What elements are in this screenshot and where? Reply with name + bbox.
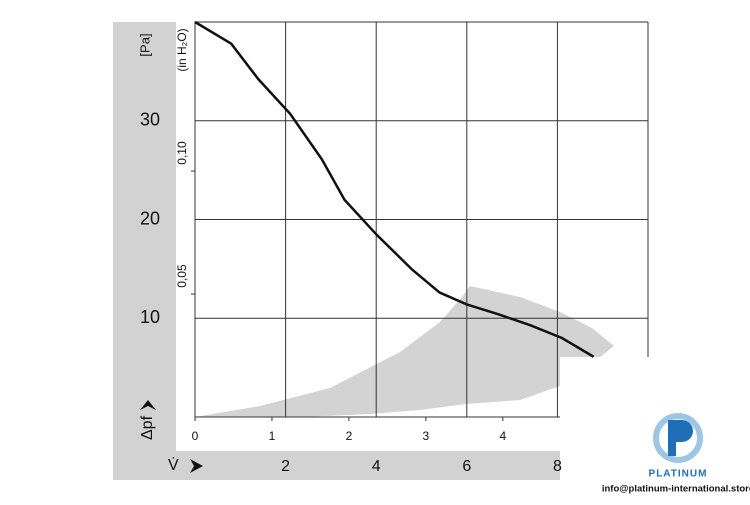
x2-tick-label: 1	[269, 429, 276, 443]
x2-tick-label: 4	[500, 429, 507, 443]
x2-tick-label: 0	[192, 429, 199, 443]
bottom-band	[113, 451, 560, 480]
operating-region	[195, 286, 614, 417]
y-label: [Pa]	[137, 33, 152, 56]
x-arrow	[190, 459, 203, 473]
y-tick-label: 10	[140, 307, 160, 327]
x-tick-label: 6	[462, 458, 471, 475]
y2-label: (in H₂O)	[175, 28, 189, 71]
logo-p	[668, 420, 693, 456]
logo-brand: PLATINUM	[649, 469, 708, 480]
y2-tick-label: 0,05	[175, 264, 189, 288]
logo-ring	[653, 413, 703, 463]
y-arrow	[140, 400, 156, 410]
x-tick-label: 2	[281, 458, 290, 475]
x-tick-label: 8	[553, 458, 562, 475]
curve	[194, 20, 595, 358]
y-symbol: Δpf	[139, 415, 156, 440]
logo	[653, 413, 703, 463]
y-tick-label: 30	[140, 110, 160, 130]
x2-tick-label: 2	[346, 429, 353, 443]
left-band	[113, 22, 176, 480]
y2-tick-label: 0,10	[175, 141, 189, 165]
y-tick-label: 20	[140, 208, 160, 228]
x2-tick-label: 3	[423, 429, 430, 443]
x-tick-label: 4	[372, 458, 381, 475]
x-symbol: V̇	[168, 456, 179, 474]
logo-contact: info@platinum-international.store	[602, 484, 750, 495]
